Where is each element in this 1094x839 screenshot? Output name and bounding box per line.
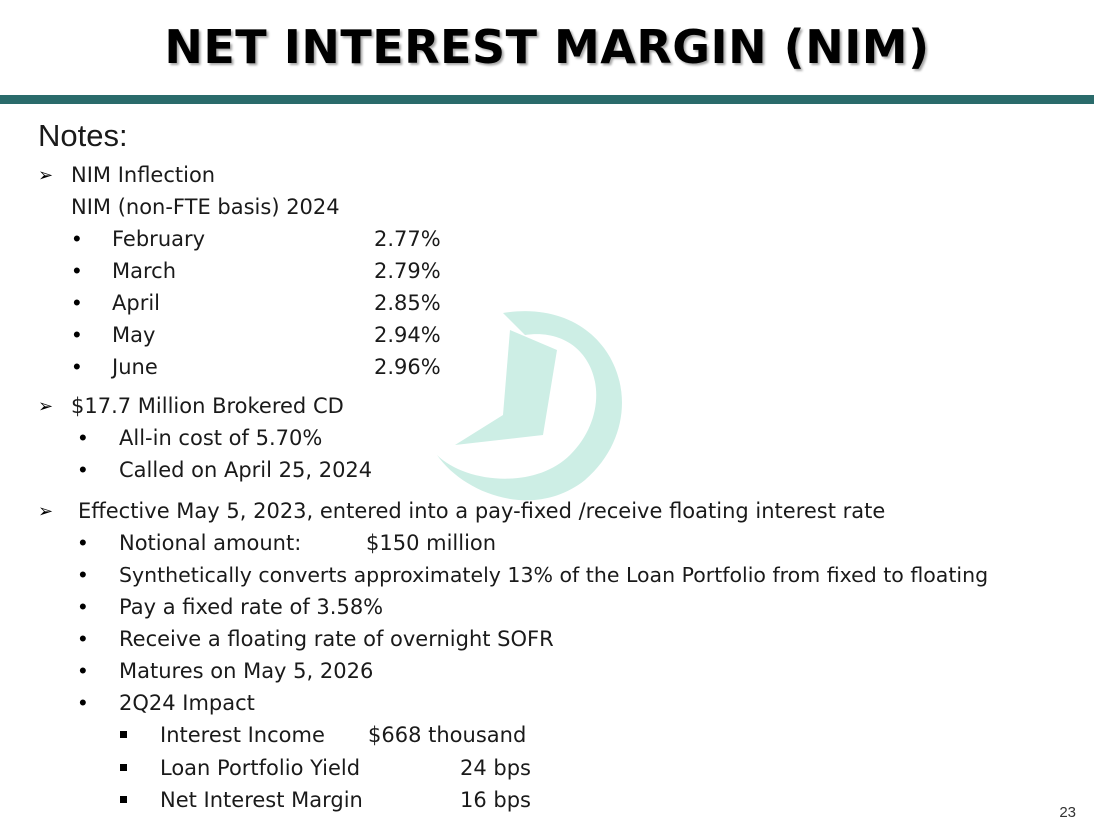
- month-label: February: [112, 227, 206, 251]
- bullet-icon: •: [79, 425, 87, 450]
- bullet-icon: •: [79, 626, 87, 651]
- square-bullet-icon: [120, 764, 127, 771]
- bullet-icon: •: [73, 290, 81, 315]
- list-item: 2Q24 Impact: [119, 691, 255, 715]
- impact-label: Net Interest Margin: [160, 788, 363, 812]
- bullet-icon: •: [79, 562, 87, 587]
- notional-value: $150 million: [366, 531, 497, 555]
- section-heading: NIM Inflection: [71, 163, 216, 187]
- impact-value: $668 thousand: [368, 723, 527, 747]
- month-label: March: [112, 259, 177, 283]
- arrow-bullet-icon: ➢: [38, 396, 54, 416]
- bullet-icon: •: [73, 354, 81, 379]
- month-label: June: [112, 355, 158, 379]
- list-item: All-in cost of 5.70%: [119, 426, 323, 450]
- bullet-icon: •: [73, 226, 81, 251]
- list-item: Called on April 25, 2024: [119, 458, 373, 482]
- bullet-icon: •: [79, 457, 87, 482]
- arrow-bullet-icon: ➢: [38, 501, 54, 521]
- month-label: April: [112, 291, 160, 315]
- bullet-icon: •: [79, 530, 87, 555]
- bullet-icon: •: [79, 690, 87, 715]
- circular-arrow-icon: [437, 311, 622, 501]
- bullet-icon: •: [79, 658, 87, 683]
- slide-title: NET INTEREST MARGIN (NIM): [164, 20, 930, 74]
- bullet-icon: •: [73, 322, 81, 347]
- arrow-bullet-icon: ➢: [38, 165, 54, 185]
- list-item: Receive a floating rate of overnight SOF…: [119, 627, 554, 651]
- page-number: 23: [1059, 804, 1076, 821]
- list-item: Matures on May 5, 2026: [119, 659, 374, 683]
- impact-label: Interest Income: [160, 723, 325, 747]
- square-bullet-icon: [120, 731, 127, 738]
- notes-label: Notes:: [38, 118, 128, 153]
- month-value: 2.77%: [374, 227, 441, 251]
- bullet-icon: •: [73, 258, 81, 283]
- impact-value: 24 bps: [460, 756, 531, 780]
- notional-label: Notional amount:: [119, 531, 302, 555]
- month-value: 2.79%: [374, 259, 441, 283]
- square-bullet-icon: [120, 796, 127, 803]
- month-value: 2.94%: [374, 323, 441, 347]
- bullet-icon: •: [79, 594, 87, 619]
- month-value: 2.96%: [374, 355, 441, 379]
- list-item: Pay a fixed rate of 3.58%: [119, 595, 384, 619]
- title-divider: [0, 95, 1094, 104]
- section-subheading: NIM (non-FTE basis) 2024: [71, 195, 340, 219]
- list-item: Synthetically converts approximately 13%…: [119, 563, 989, 587]
- impact-value: 16 bps: [460, 788, 531, 812]
- section-heading: $17.7 Million Brokered CD: [71, 394, 344, 418]
- month-value: 2.85%: [374, 291, 441, 315]
- month-label: May: [112, 323, 156, 347]
- impact-label: Loan Portfolio Yield: [160, 756, 361, 780]
- section-heading: Effective May 5, 2023, entered into a pa…: [78, 499, 886, 523]
